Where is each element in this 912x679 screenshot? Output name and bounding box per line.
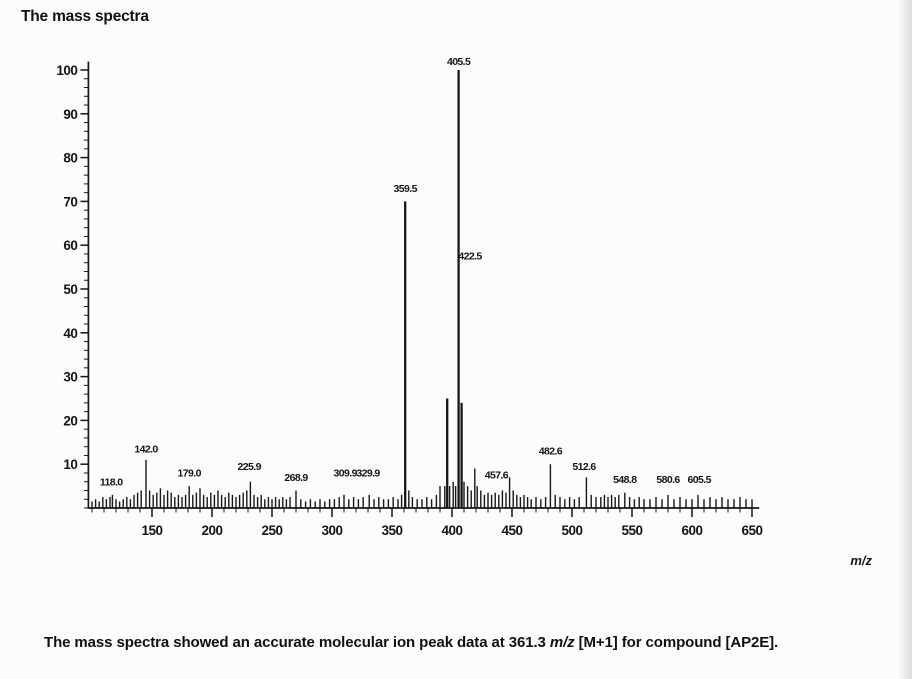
peak-mz-label: 309.9 (334, 468, 358, 480)
y-tick-label: 100 (56, 63, 77, 78)
peak-mz-label: 179.0 (178, 468, 202, 480)
peak-mz-label: 422.5 (458, 251, 482, 263)
x-axis-unit-label: m/z (850, 553, 872, 568)
y-tick-label: 10 (63, 457, 77, 472)
x-tick-label: 200 (201, 523, 222, 538)
peak-mz-label: 329.9 (356, 468, 380, 480)
x-tick-label: 500 (561, 523, 582, 538)
peak-mz-label: 359.5 (394, 183, 418, 195)
peak-mz-label: 142.0 (134, 443, 158, 455)
peak-mz-label: 580.6 (656, 474, 680, 486)
caption-text-1: The mass spectra showed an accurate mole… (44, 634, 550, 651)
x-tick-label: 450 (501, 523, 522, 538)
peak-mz-label: 118.0 (100, 476, 123, 488)
peak-mz-label: 268.9 (284, 472, 308, 484)
x-tick-label: 150 (141, 523, 162, 538)
x-tick-label: 300 (321, 523, 342, 538)
peak-mz-label: 482.6 (539, 446, 563, 458)
x-tick-label: 600 (681, 523, 702, 538)
y-tick-label: 80 (63, 151, 77, 166)
peak-mz-label: 457.6 (485, 470, 509, 482)
caption-text-3: . (774, 634, 779, 651)
peak-mz-label: 605.5 (688, 474, 712, 486)
caption-mz-italic: m/z (549, 634, 575, 651)
y-tick-label: 20 (63, 413, 77, 428)
mass-spectrum-svg: 10 20 30 40 50 60 70 80 90 100 150 200 250 300 350 400 4… (56, 56, 872, 568)
y-tick-label: 50 (63, 282, 77, 297)
y-tick-label: 30 (63, 370, 77, 385)
figure-caption: The mass spectra showed an accurate mole… (44, 633, 908, 653)
x-tick-label: 350 (381, 523, 402, 538)
mass-spectrum-chart: 10 20 30 40 50 60 70 80 90 100 150 200 250 300 350 400 4… (56, 56, 872, 568)
peak-mz-label: 548.8 (613, 474, 637, 486)
y-tick-label: 90 (63, 107, 77, 122)
x-tick-label: 250 (261, 523, 282, 538)
page-title: The mass spectra (21, 8, 149, 25)
x-tick-label: 400 (441, 523, 462, 538)
caption-text-2: [M+1] for compound (574, 634, 726, 651)
caption-compound-bold: [AP2E] (725, 634, 775, 651)
peak-mz-label: 512.6 (572, 461, 596, 473)
x-tick-label: 650 (741, 523, 762, 538)
peak-mz-label: 225.9 (238, 461, 262, 473)
peak-mz-label: 405.5 (447, 56, 471, 68)
x-tick-label: 550 (621, 523, 642, 538)
y-tick-label: 40 (63, 326, 77, 341)
y-tick-label: 60 (63, 238, 77, 253)
y-tick-label: 70 (63, 194, 77, 209)
